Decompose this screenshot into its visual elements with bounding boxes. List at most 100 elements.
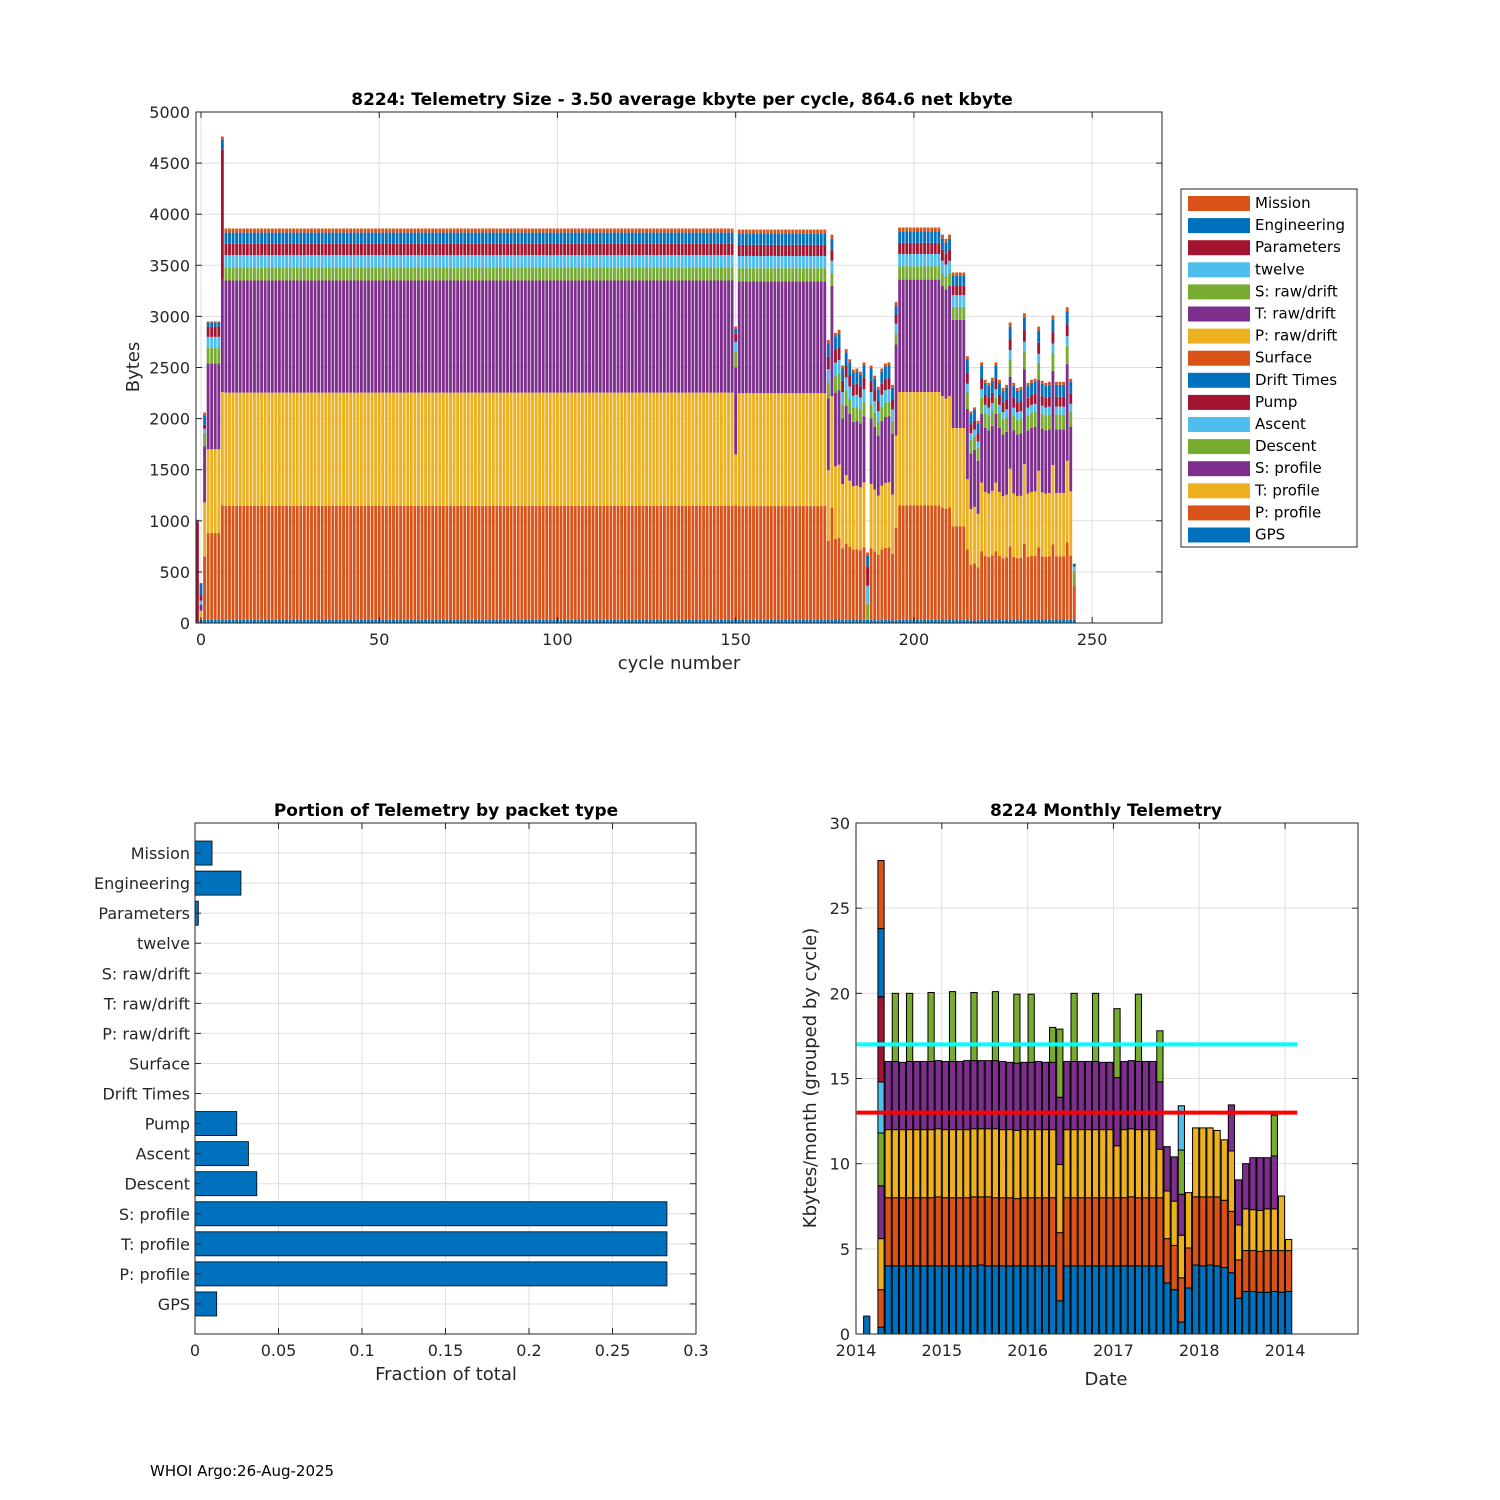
bar-segment [1037,326,1041,331]
bar-segment [791,229,795,234]
bar-segment [816,233,820,245]
bar-segment [898,1197,907,1267]
bar-segment [552,619,556,623]
bar-segment [481,619,485,623]
bar-segment [1030,404,1033,413]
bar-segment [306,619,310,623]
bar-segment [224,232,228,244]
bar-segment [548,228,552,233]
bar-segment [605,255,609,268]
telemetry-size-chart: 0 50 100 150 200 2500500100015002000250030003… [123,90,1358,674]
bar-segment [659,267,663,281]
bar-segment [1013,1265,1021,1335]
bar-segment [495,392,499,506]
bar-segment [620,505,624,620]
bar-segment [527,232,531,244]
bar-segment [1055,429,1058,493]
bar-segment [877,996,885,1083]
bar-segment [784,255,788,269]
bar-segment [513,228,517,233]
bar-segment [352,619,356,623]
x-axis-label: Date [1084,1369,1127,1390]
bar-segment [1044,430,1048,494]
bar-segment [327,232,331,244]
bar-segment [634,505,638,620]
bar-segment [1037,362,1041,381]
bar-segment [980,378,984,390]
bar-segment [930,505,934,620]
bar-segment [851,384,855,396]
bar-segment [523,619,527,623]
bar-segment [627,267,631,281]
bar-segment [869,404,873,419]
bar-segment [563,267,567,281]
bar-segment [356,619,360,623]
bar-segment [267,505,271,620]
bar-segment [1263,1250,1271,1293]
bar-segment [859,374,862,387]
bar-segment [324,280,328,393]
bar-segment [1005,384,1009,388]
bar-segment [941,1060,949,1131]
bar-segment [1285,1238,1293,1252]
bar-segment [916,279,919,393]
bar-segment [965,383,969,393]
bar-segment [716,280,720,393]
bar-segment [520,243,524,256]
bar-segment [609,255,613,268]
bar-segment [591,280,595,393]
bar-segment [477,280,481,393]
bar-segment [809,619,812,623]
bar-segment [1027,1265,1035,1335]
bar-segment [367,280,370,393]
bar-segment [527,505,531,620]
bar-segment [1227,1150,1236,1212]
legend-label: Descent [1255,437,1317,455]
bar-segment [659,243,663,256]
bar-segment [616,228,620,233]
bar-segment [598,392,602,506]
bar-segment [1041,1265,1050,1335]
bar-segment [1256,1157,1264,1212]
bar-segment [623,505,627,620]
bar-segment [370,280,374,393]
bar-segment [598,255,602,268]
bar-segment [826,382,830,399]
bar-segment [370,267,374,281]
bar-segment [327,228,331,233]
bar-segment [452,243,456,256]
bar-segment [413,267,417,281]
bar-segment [392,267,395,281]
bar-segment [744,255,748,269]
category-label: P: profile [119,1265,190,1284]
bar-segment [759,244,763,256]
bar-segment [712,267,716,281]
bar-segment [377,392,381,506]
bar-segment [944,238,948,243]
bar-segment [548,243,552,256]
bar-segment [484,280,488,393]
bar-segment [1015,390,1019,403]
bar-segment [898,619,902,623]
bar-segment [976,420,980,424]
bar-segment [1077,1197,1085,1267]
bar-segment [488,255,492,268]
bar-segment [563,255,567,268]
bar-segment [566,255,570,268]
bar-segment [320,255,324,268]
bar-segment [930,392,934,506]
bar-segment [877,1289,885,1328]
bar-segment [427,505,431,620]
bar-segment [812,229,816,234]
bar-segment [652,267,656,281]
bar-segment [680,392,684,506]
bar-segment [983,412,987,428]
bar-segment [641,392,645,506]
bar-segment [940,260,944,273]
bar-segment [588,255,591,268]
bar-segment [374,267,378,281]
bar-segment [1041,1129,1050,1199]
bar-segment [559,228,563,233]
bar-segment [880,406,884,422]
